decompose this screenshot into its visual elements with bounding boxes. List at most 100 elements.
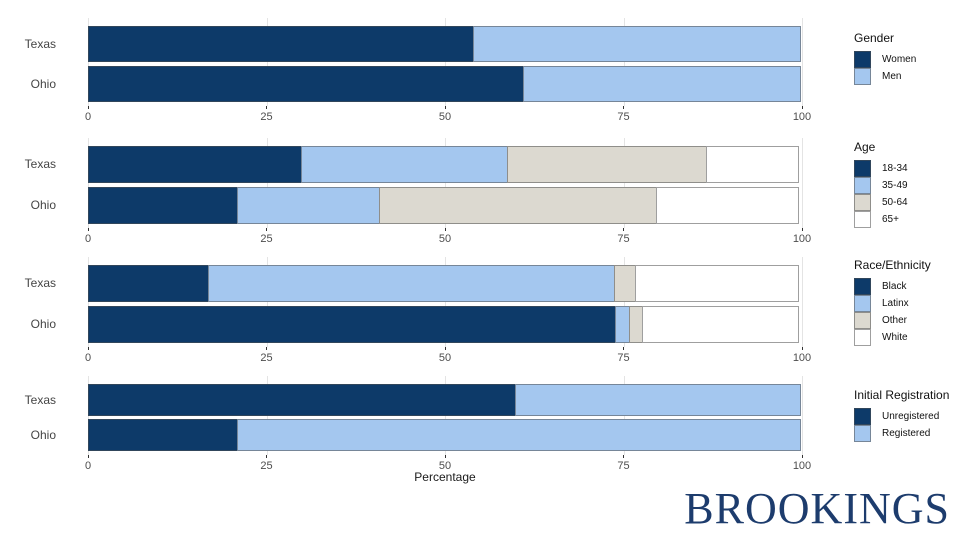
legend-item-white: White: [854, 328, 964, 346]
axis-tick-100: [801, 347, 803, 350]
legend-swatch: [854, 50, 871, 68]
gridline-100: [802, 257, 803, 347]
category-label-texas: Texas: [24, 157, 56, 171]
category-label-ohio: Ohio: [30, 317, 56, 331]
legend-item-label: 65+: [882, 214, 899, 225]
legend-race-ethnicity: Race/Ethnicity Black Latinx Other White: [854, 258, 964, 346]
bar-segment-65-: [706, 146, 799, 183]
legend-item-label: 50-64: [882, 197, 908, 208]
axis-tick-label-0: 0: [84, 111, 92, 123]
legend-item-registered: Registered: [854, 424, 964, 442]
legend-item-35-49: 35-49: [854, 176, 964, 194]
plot-area: [88, 376, 803, 455]
gridline-25: [266, 257, 268, 347]
bar-segment-black: [88, 265, 210, 302]
category-label-ohio: Ohio: [30, 428, 56, 442]
stacked-bar-ohio: [88, 187, 802, 224]
legend-swatch: [854, 193, 871, 211]
legend-item-65-: 65+: [854, 210, 964, 228]
axis-tick-50: [444, 106, 446, 109]
axis-tick-0: [87, 347, 89, 350]
axis-tick-label-25: 25: [260, 233, 273, 245]
bar-segment-unregistered: [88, 419, 238, 451]
axis-tick-label-75: 75: [617, 460, 630, 472]
bar-segment-35-49: [301, 146, 509, 183]
category-label-texas: Texas: [24, 276, 56, 290]
legend-item-label: White: [882, 332, 908, 343]
legend-item-black: Black: [854, 277, 964, 295]
legend-gender: Gender Women Men: [854, 31, 964, 85]
legend-swatch: [854, 176, 871, 194]
legend-item-50-64: 50-64: [854, 193, 964, 211]
gridline-0: [88, 18, 89, 106]
axis-tick-label-0: 0: [84, 233, 92, 245]
bar-segment-women: [88, 26, 474, 62]
axis-tick-label-25: 25: [260, 460, 273, 472]
axis-tick-50: [444, 228, 446, 231]
legend-title: Gender: [854, 31, 895, 45]
legend-swatch: [854, 159, 871, 177]
category-label-texas: Texas: [24, 393, 56, 407]
legend-title: Initial Registration: [854, 388, 950, 402]
legend-item-label: Registered: [882, 428, 931, 439]
gridline-0: [88, 257, 89, 347]
legend-item-18-34: 18-34: [854, 159, 964, 177]
gridline-25: [266, 138, 268, 228]
axis-tick-100: [801, 455, 803, 458]
stacked-bar-ohio: [88, 306, 802, 343]
axis-tick-label-25: 25: [260, 352, 273, 364]
bar-segment-50-64: [378, 187, 658, 224]
bar-segment-unregistered: [88, 384, 517, 416]
bar-segment-50-64: [507, 146, 708, 183]
legend-item-unregistered: Unregistered: [854, 407, 964, 425]
x-axis-title: Percentage: [414, 470, 476, 484]
axis-tick-75: [623, 347, 624, 350]
bar-segment-black: [88, 306, 617, 343]
axis-tick-label-75: 75: [617, 352, 630, 364]
gridline-0: [88, 138, 89, 228]
gridline-75: [623, 138, 625, 228]
chart-panel-gender: Texas Ohio 0 25 50 75 100: [0, 18, 845, 130]
legend-item-label: Black: [882, 281, 907, 292]
bar-segment-men: [472, 26, 801, 62]
bar-segment-18-34: [88, 187, 238, 224]
stacked-bar-texas: [88, 26, 802, 62]
axis-tick-75: [623, 455, 624, 458]
legend-item-men: Men: [854, 67, 964, 85]
gridline-50: [445, 18, 446, 106]
gridline-100: [802, 376, 803, 455]
category-label-ohio: Ohio: [30, 77, 56, 91]
axis-tick-label-25: 25: [260, 111, 273, 123]
axis-tick-label-100: 100: [792, 460, 812, 472]
legend-item-label: Men: [882, 71, 902, 82]
legend-title: Race/Ethnicity: [854, 258, 931, 272]
plot-area: [88, 138, 803, 228]
axis-tick-50: [444, 455, 446, 458]
axis-tick-0: [87, 228, 89, 231]
bar-segment-registered: [515, 384, 801, 416]
bar-segment-65-: [656, 187, 799, 224]
gridline-75: [623, 257, 625, 347]
gridline-75: [623, 18, 625, 106]
gridline-100: [802, 18, 803, 106]
bar-segment-latinx: [208, 265, 616, 302]
axis-tick-label-0: 0: [84, 460, 92, 472]
legend-swatch: [854, 424, 871, 442]
axis-tick-label-100: 100: [792, 233, 812, 245]
legend-swatch: [854, 407, 871, 425]
axis-tick-label-50: 50: [438, 460, 452, 472]
legend-swatch: [854, 67, 871, 85]
legend-item-label: Women: [882, 54, 917, 65]
legend-swatch: [854, 328, 871, 346]
axis-tick-75: [623, 228, 624, 231]
legend-item-label: Unregistered: [882, 411, 940, 422]
stacked-bar-texas: [88, 146, 802, 183]
legend-swatch: [854, 210, 871, 228]
gridline-50: [445, 257, 446, 347]
axis-tick-label-100: 100: [792, 111, 812, 123]
legend-item-label: 18-34: [882, 163, 908, 174]
chart-panel-age: Texas Ohio 0 25 50 75 100: [0, 138, 845, 252]
legend-item-other: Other: [854, 311, 964, 329]
axis-tick-label-0: 0: [84, 352, 92, 364]
